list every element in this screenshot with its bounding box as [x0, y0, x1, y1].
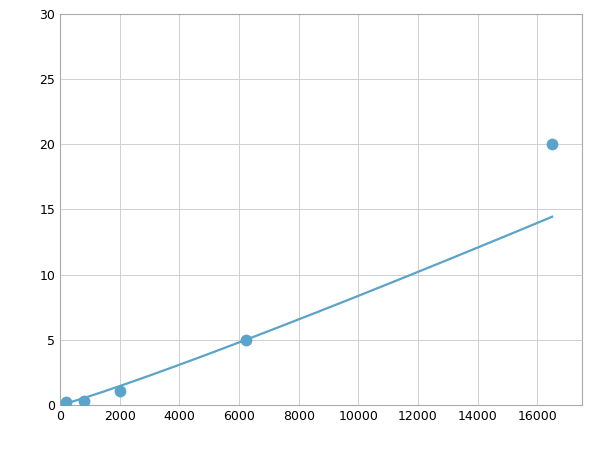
- Point: [242, 336, 251, 343]
- Point: [79, 397, 89, 405]
- Point: [115, 387, 124, 394]
- Point: [547, 140, 557, 148]
- Point: [61, 399, 71, 406]
